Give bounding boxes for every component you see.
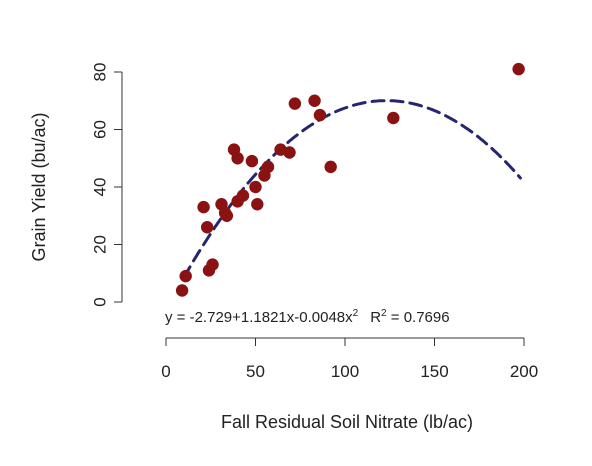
data-point: [261, 160, 275, 174]
data-point: [283, 146, 296, 159]
data-point: [231, 152, 244, 165]
y-tick-label: 80: [91, 63, 110, 82]
x-axis-title: Fall Residual Soil Nitrate (lb/ac): [221, 412, 473, 432]
y-tick-label: 40: [91, 178, 110, 197]
data-point: [245, 154, 259, 168]
data-point: [206, 258, 219, 271]
data-point: [251, 198, 264, 211]
data-point: [249, 180, 262, 194]
data-point: [324, 160, 337, 174]
y-axis-title: Grain Yield (bu/ac): [29, 112, 49, 261]
data-point: [387, 111, 400, 125]
equation-exponent: 2: [353, 308, 359, 319]
data-point: [197, 200, 210, 214]
data-point: [200, 221, 214, 234]
data-point: [308, 94, 321, 107]
r2-exponent: 2: [381, 308, 387, 319]
plot-area: 0 50 100 150 200 0 20 40 60 80: [91, 63, 539, 381]
data-point: [288, 97, 302, 110]
r2-value: = 0.7696: [387, 309, 450, 326]
x-tick-label: 50: [246, 362, 265, 381]
r2-label: R: [370, 309, 381, 326]
fit-curve: [182, 99, 522, 279]
x-tick-label: 150: [420, 362, 448, 381]
y-tick-label: 60: [91, 120, 110, 139]
data-point: [236, 189, 250, 202]
y-tick-label: 20: [91, 235, 110, 254]
data-point: [179, 269, 192, 283]
data-point: [512, 62, 525, 76]
y-tick-label: 0: [91, 297, 110, 306]
x-tick-label: 0: [161, 362, 170, 381]
data-point: [175, 284, 189, 297]
regression-equation: y = -2.729+1.1821x-0.0048x2 R2 = 0.7696: [165, 308, 450, 326]
x-tick-label: 200: [510, 362, 538, 381]
data-point: [313, 108, 327, 122]
x-tick-label: 100: [331, 362, 359, 381]
equation-label: y = -2.729+1.1821x-0.0048x: [165, 309, 353, 326]
data-point: [220, 209, 234, 222]
